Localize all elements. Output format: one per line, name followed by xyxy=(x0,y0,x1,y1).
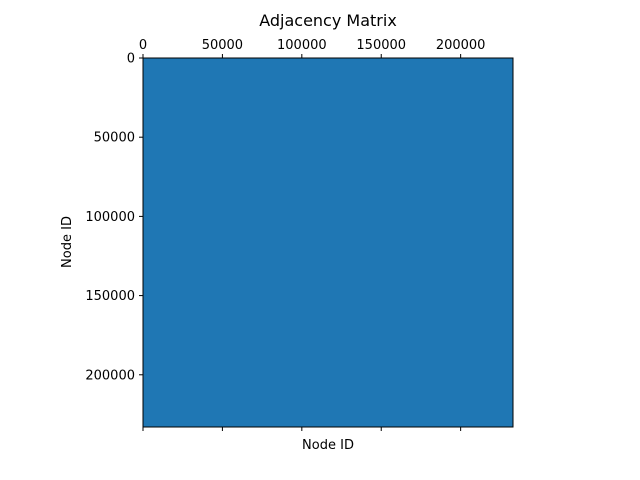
x-tick-label: 0 xyxy=(139,38,147,53)
x-axis: 0 50000 100000 150000 200000 xyxy=(139,38,486,431)
plot-frame xyxy=(142,57,514,428)
matrix-heatmap-fill xyxy=(143,58,513,427)
x-tick-label: 200000 xyxy=(436,38,486,53)
y-tick-label: 50000 xyxy=(94,131,135,146)
y-tick-label: 200000 xyxy=(85,368,135,383)
plot-area xyxy=(142,57,514,428)
x-tick-label: 150000 xyxy=(356,38,406,53)
y-tick-label: 0 xyxy=(127,52,135,67)
chart-title: Adjacency Matrix xyxy=(259,11,397,30)
x-tick-label: 100000 xyxy=(277,38,327,53)
y-axis-label: Node ID xyxy=(60,216,75,268)
x-tick-label: 50000 xyxy=(202,38,243,53)
x-axis-label: Node ID xyxy=(302,438,354,453)
y-tick-label: 100000 xyxy=(85,210,135,225)
y-axis: 0 50000 100000 150000 200000 xyxy=(85,52,143,383)
y-tick-label: 150000 xyxy=(85,289,135,304)
